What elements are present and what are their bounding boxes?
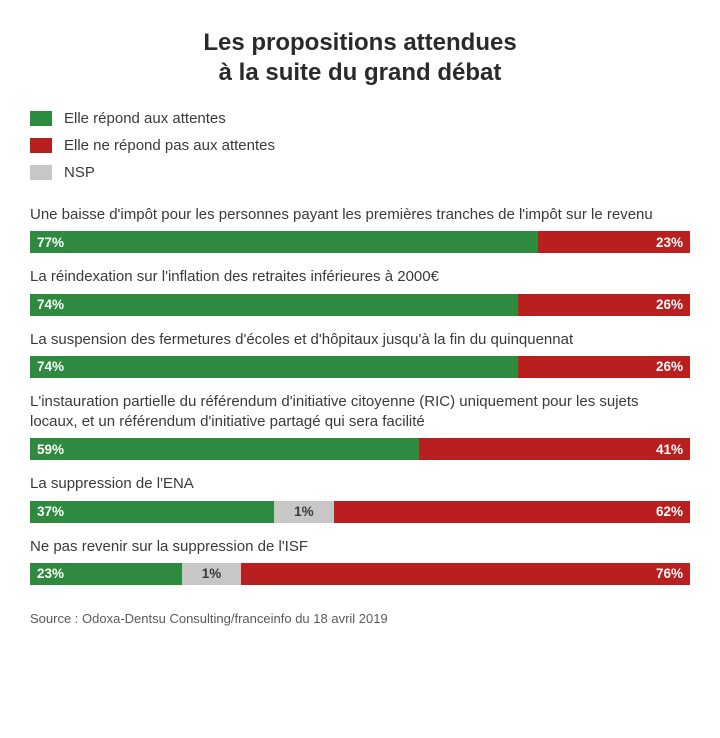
bar-segment: 23% (30, 563, 182, 585)
bar-segment: 37% (30, 501, 274, 523)
legend-item: Elle répond aux attentes (30, 110, 690, 127)
bar-segment: 74% (30, 294, 518, 316)
row-label: La réindexation sur l'inflation des retr… (30, 267, 690, 287)
chart-row: Ne pas revenir sur la suppression de l'I… (30, 537, 690, 585)
bar-segment: 41% (419, 438, 690, 460)
stacked-bar: 37%1%62% (30, 501, 690, 523)
bar-segment: 74% (30, 356, 518, 378)
bar-segment: 1% (182, 563, 241, 585)
row-label: Une baisse d'impôt pour les personnes pa… (30, 205, 690, 225)
chart-title: Les propositions attendues à la suite du… (30, 28, 690, 88)
stacked-bar: 23%1%76% (30, 563, 690, 585)
stacked-bar: 74%26% (30, 356, 690, 378)
row-label: La suspension des fermetures d'écoles et… (30, 330, 690, 350)
row-label: La suppression de l'ENA (30, 474, 690, 494)
chart-row: La réindexation sur l'inflation des retr… (30, 267, 690, 315)
chart-row: L'instauration partielle du référendum d… (30, 392, 690, 461)
stacked-bar: 74%26% (30, 294, 690, 316)
legend-label: Elle ne répond pas aux attentes (64, 137, 275, 154)
title-line-1: Les propositions attendues (203, 29, 516, 56)
stacked-bar: 77%23% (30, 231, 690, 253)
bar-segment: 26% (518, 356, 690, 378)
bar-segment: 1% (274, 501, 333, 523)
legend-swatch (30, 165, 52, 180)
title-line-2: à la suite du grand débat (219, 59, 502, 86)
bar-segment: 26% (518, 294, 690, 316)
legend-swatch (30, 138, 52, 153)
legend-label: NSP (64, 164, 95, 181)
stacked-bar: 59%41% (30, 438, 690, 460)
chart-row: La suppression de l'ENA 37%1%62% (30, 474, 690, 522)
bar-segment: 62% (334, 501, 690, 523)
legend-swatch (30, 111, 52, 126)
bar-segment: 76% (241, 563, 690, 585)
chart-row: Une baisse d'impôt pour les personnes pa… (30, 205, 690, 253)
bar-segment: 59% (30, 438, 419, 460)
row-label: L'instauration partielle du référendum d… (30, 392, 690, 433)
legend-item: NSP (30, 164, 690, 181)
source-text: Source : Odoxa-Dentsu Consulting/francei… (30, 611, 690, 626)
legend-item: Elle ne répond pas aux attentes (30, 137, 690, 154)
legend: Elle répond aux attentes Elle ne répond p… (30, 110, 690, 181)
chart-rows: Une baisse d'impôt pour les personnes pa… (30, 205, 690, 585)
bar-segment: 23% (538, 231, 690, 253)
row-label: Ne pas revenir sur la suppression de l'I… (30, 537, 690, 557)
legend-label: Elle répond aux attentes (64, 110, 226, 127)
bar-segment: 77% (30, 231, 538, 253)
chart-row: La suspension des fermetures d'écoles et… (30, 330, 690, 378)
